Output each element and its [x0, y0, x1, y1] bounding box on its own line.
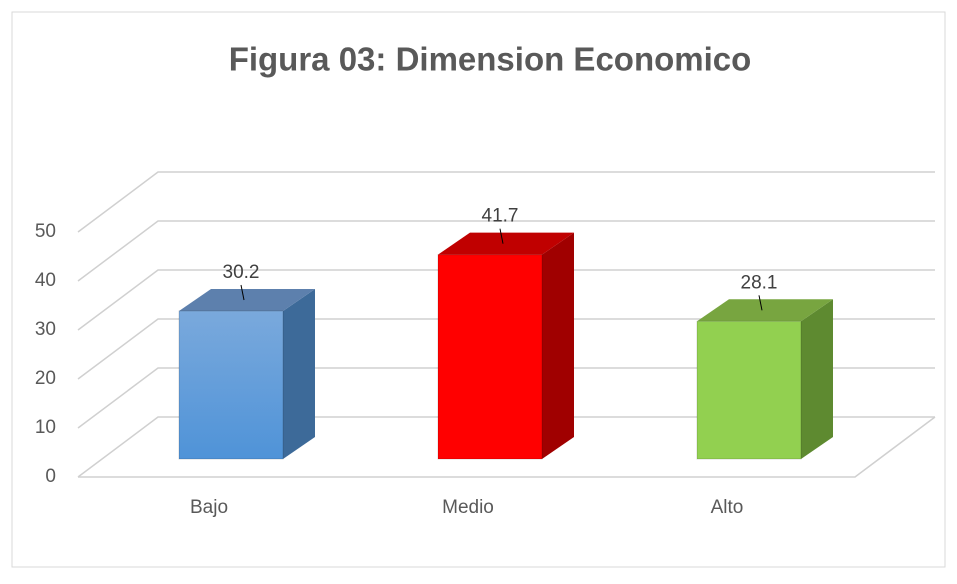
bar-side	[542, 232, 574, 459]
y-tick-label: 50	[35, 221, 56, 242]
x-tick-label: Medio	[442, 497, 494, 518]
grid-line	[77, 416, 935, 478]
chart-title: Figura 03: Dimension Economico	[229, 41, 752, 78]
data-label: 30.2	[223, 262, 260, 283]
bar-side	[801, 299, 833, 459]
y-tick-label: 30	[35, 319, 56, 340]
bar-top	[438, 232, 574, 255]
y-tick-label: 40	[35, 270, 56, 291]
bar-top	[697, 299, 833, 322]
grid-line	[77, 220, 935, 282]
bar	[178, 310, 284, 460]
y-tick-label: 20	[35, 368, 56, 389]
x-tick-label: Bajo	[190, 497, 228, 518]
grid-line	[77, 171, 935, 233]
grid-line	[77, 367, 935, 429]
y-tick-label: 0	[45, 466, 56, 487]
bar	[437, 254, 543, 460]
bar-side	[283, 289, 315, 459]
leader-line	[499, 228, 504, 244]
floor	[78, 416, 936, 478]
data-label: 28.1	[741, 272, 778, 293]
bar-top	[179, 289, 315, 312]
y-tick-label: 10	[35, 417, 56, 438]
grid-line	[77, 269, 935, 331]
grid-line	[77, 318, 935, 380]
data-label: 41.7	[482, 206, 519, 227]
leader-line	[240, 284, 245, 301]
bar	[696, 320, 802, 460]
leader-line	[758, 295, 763, 311]
x-tick-label: Alto	[711, 497, 744, 518]
